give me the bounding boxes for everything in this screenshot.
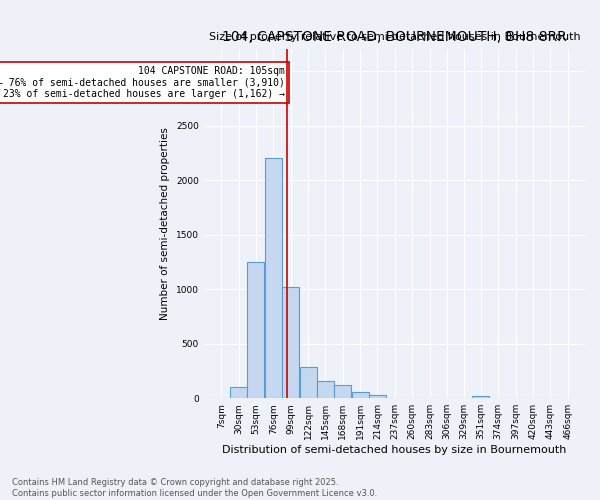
- Bar: [472, 396, 490, 398]
- Y-axis label: Number of semi-detached properties: Number of semi-detached properties: [160, 128, 170, 320]
- Bar: [265, 158, 282, 398]
- Bar: [334, 385, 351, 398]
- Bar: [282, 287, 299, 398]
- Text: 104 CAPSTONE ROAD: 105sqm
← 76% of semi-detached houses are smaller (3,910)
23% : 104 CAPSTONE ROAD: 105sqm ← 76% of semi-…: [0, 66, 285, 99]
- Bar: [317, 381, 334, 398]
- X-axis label: Distribution of semi-detached houses by size in Bournemouth: Distribution of semi-detached houses by …: [222, 445, 566, 455]
- Bar: [352, 392, 368, 398]
- Bar: [369, 395, 386, 398]
- Text: Size of property relative to semi-detached houses in Bournemouth: Size of property relative to semi-detach…: [209, 32, 580, 42]
- Bar: [230, 388, 247, 398]
- Text: Contains HM Land Registry data © Crown copyright and database right 2025.
Contai: Contains HM Land Registry data © Crown c…: [12, 478, 377, 498]
- Bar: [247, 262, 265, 398]
- Bar: [299, 366, 317, 398]
- Title: 104, CAPSTONE ROAD, BOURNEMOUTH, BH8 8RR: 104, CAPSTONE ROAD, BOURNEMOUTH, BH8 8RR: [222, 30, 567, 44]
